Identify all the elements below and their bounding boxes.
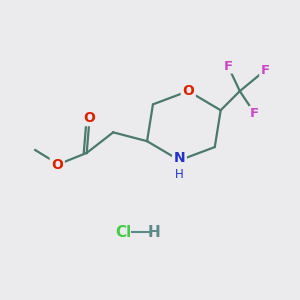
Text: H: H bbox=[148, 225, 161, 240]
Text: O: O bbox=[51, 158, 63, 172]
Text: N: N bbox=[174, 151, 185, 165]
Text: H: H bbox=[175, 168, 184, 181]
Text: F: F bbox=[250, 107, 259, 120]
Text: F: F bbox=[224, 60, 232, 73]
Text: O: O bbox=[182, 84, 194, 98]
Text: Cl: Cl bbox=[116, 225, 132, 240]
Text: F: F bbox=[260, 64, 269, 77]
Text: O: O bbox=[84, 111, 96, 124]
